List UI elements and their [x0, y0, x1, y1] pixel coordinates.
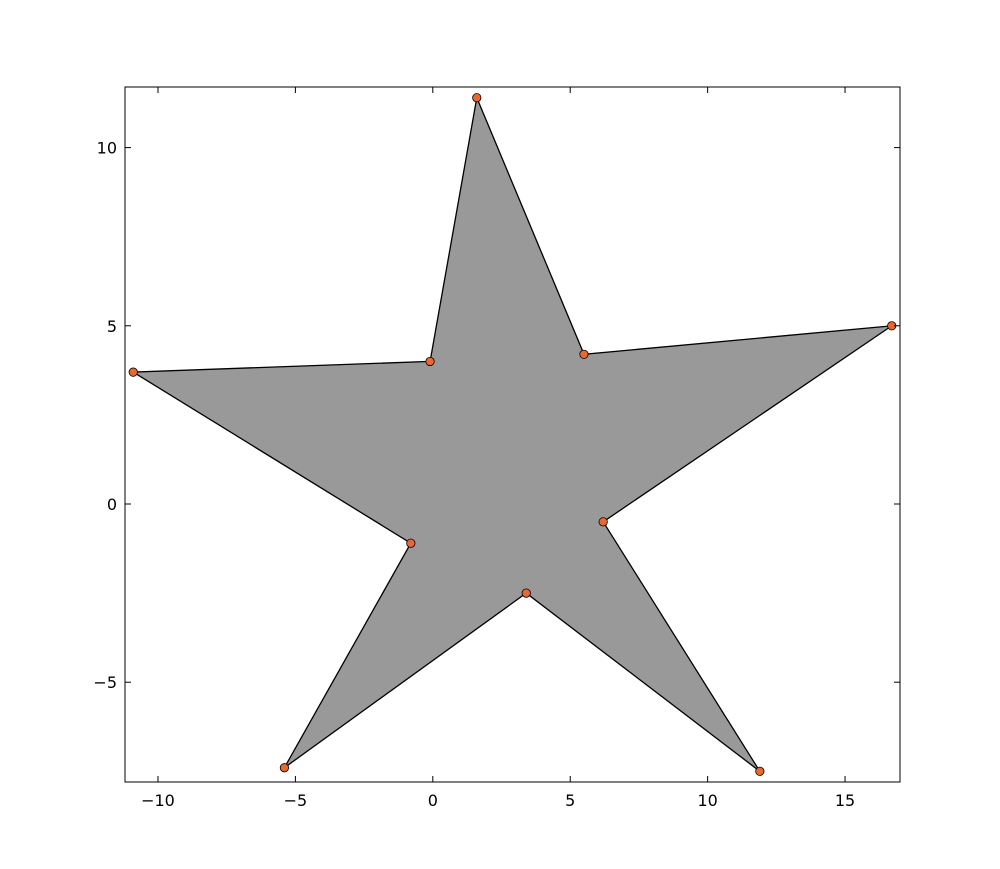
y-tick-label-1: 0: [107, 495, 117, 514]
vertex-marker-8: [128, 367, 138, 377]
x-tick-label-3: 5: [565, 791, 575, 810]
y-tick-label-0: −5: [93, 673, 117, 692]
axis-ticks: −10 −5 0 5 10 15 −5 0 5 10: [93, 87, 900, 810]
vertex-marker-3: [598, 517, 608, 527]
y-tick-label-2: 5: [107, 317, 117, 336]
vertex-marker-0: [472, 93, 482, 103]
x-tick-label-1: −5: [284, 791, 308, 810]
vertex-marker-1: [579, 349, 589, 359]
x-tick-label-0: −10: [141, 791, 175, 810]
vertex-marker-5: [521, 588, 531, 598]
x-tick-label-5: 15: [835, 791, 855, 810]
y-tick-label-3: 10: [97, 139, 117, 158]
vertex-marker-6: [279, 763, 289, 773]
vertex-marker-4: [755, 766, 765, 776]
vertex-marker-7: [406, 538, 416, 548]
vertex-marker-9: [425, 356, 435, 367]
x-tick-label-4: 10: [697, 791, 717, 810]
x-tick-label-2: 0: [428, 791, 438, 810]
axes-frame: [124, 86, 901, 783]
